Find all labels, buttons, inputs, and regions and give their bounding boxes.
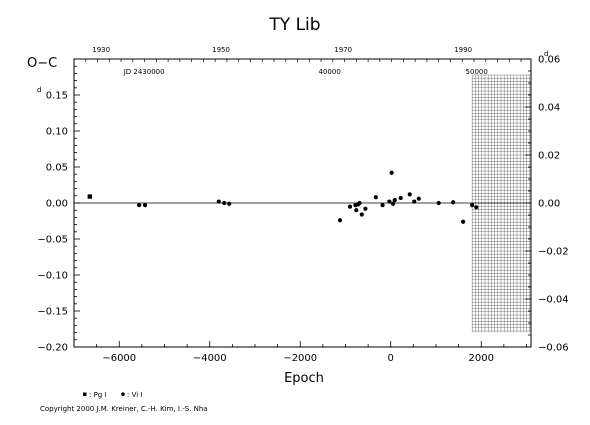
top-year-label: 1930 xyxy=(92,46,110,54)
data-point-circle xyxy=(354,208,359,213)
left-tick-label: 0.05 xyxy=(46,163,68,174)
left-tick-label: −0.15 xyxy=(37,307,68,318)
top-year-label: 1970 xyxy=(334,46,352,54)
right-tick-label: −0.02 xyxy=(538,247,569,258)
data-point-square xyxy=(87,194,93,199)
bottom-tick-label: −6000 xyxy=(102,353,136,364)
jd-label: 40000 xyxy=(319,68,341,76)
right-tick-label: −0.04 xyxy=(538,295,569,306)
x-axis-label: Epoch xyxy=(284,371,324,386)
legend-marker-circle xyxy=(121,392,125,397)
data-point-circle xyxy=(474,205,479,210)
data-point-circle xyxy=(398,195,403,201)
data-point-circle xyxy=(412,199,417,204)
future-region-hatch xyxy=(471,74,531,333)
data-point-circle xyxy=(216,199,221,204)
jd-label: 50000 xyxy=(466,68,488,76)
data-point-circle xyxy=(337,218,343,223)
data-point-circle xyxy=(461,219,466,224)
bottom-tick-label: 0 xyxy=(388,353,394,364)
left-tick-label: −0.05 xyxy=(37,235,68,246)
data-point-circle xyxy=(227,201,232,206)
data-point-circle xyxy=(142,203,148,208)
y-unit-superscript: d xyxy=(37,86,41,94)
legend-entry: : Pg I xyxy=(89,391,107,399)
left-tick-label: 0.10 xyxy=(46,127,68,138)
right-unit-superscript: d xyxy=(544,50,548,58)
data-point-circle xyxy=(416,196,421,201)
top-year-axis: 1930 1950 1970 1990 JD 2430000 40000 50000 xyxy=(73,46,522,76)
data-point-circle xyxy=(387,199,392,204)
data-point-circle xyxy=(222,200,227,206)
data-point-circle xyxy=(347,204,353,209)
data-point-circle xyxy=(436,200,441,206)
data-point-circle xyxy=(380,203,385,208)
data-point-circle xyxy=(390,201,396,206)
data-point-circle xyxy=(137,203,142,208)
data-point-circle xyxy=(470,203,475,208)
top-year-label: 1950 xyxy=(212,46,230,54)
right-tick-label: 0.00 xyxy=(538,199,560,210)
bottom-tick-label: 2000 xyxy=(469,353,494,364)
legend-entry: : Vi I xyxy=(127,391,142,399)
data-point-circle xyxy=(373,195,378,200)
left-tick-label: 0.00 xyxy=(46,199,68,210)
data-points xyxy=(87,170,479,224)
right-tick-label: 0.06 xyxy=(538,55,560,66)
chart-title: TY Lib xyxy=(268,15,320,35)
data-point-circle xyxy=(407,192,412,197)
data-point-circle xyxy=(389,170,394,175)
left-tick-label: −0.10 xyxy=(37,271,68,282)
bottom-tick-label: −2000 xyxy=(283,353,317,364)
left-y-axis: −0.20 −0.15 −0.10 −0.05 0.00 0.05 0.10 0.15 d xyxy=(37,58,80,354)
right-y-axis: −0.06 −0.04 −0.02 0.00 0.02 0.04 0.06d xyxy=(525,50,569,354)
plot-frame xyxy=(73,58,532,348)
data-point-circle xyxy=(392,198,397,203)
y-axis-label: O−C xyxy=(27,56,57,71)
jd-label: JD 2430000 xyxy=(123,68,165,76)
data-point-circle xyxy=(363,206,368,211)
bottom-tick-label: −4000 xyxy=(193,353,227,364)
left-tick-label: 0.15 xyxy=(46,91,68,102)
data-point-circle xyxy=(357,200,362,206)
x-axis: −6000 −4000 −2000 0 2000 xyxy=(73,341,527,364)
left-tick-label: −0.20 xyxy=(37,343,68,354)
right-tick-label: 0.02 xyxy=(538,151,560,162)
data-point-circle xyxy=(451,200,456,205)
legend: : Pg I : Vi I xyxy=(83,391,142,399)
data-point-circle xyxy=(359,212,364,217)
right-tick-label: 0.04 xyxy=(538,103,560,114)
top-year-label: 1990 xyxy=(454,46,472,54)
copyright-text: Copyright 2000 J.M. Kreiner, C.-H. Kim, … xyxy=(40,405,208,413)
right-tick-label: −0.06 xyxy=(538,343,569,354)
legend-marker-square xyxy=(83,392,87,396)
